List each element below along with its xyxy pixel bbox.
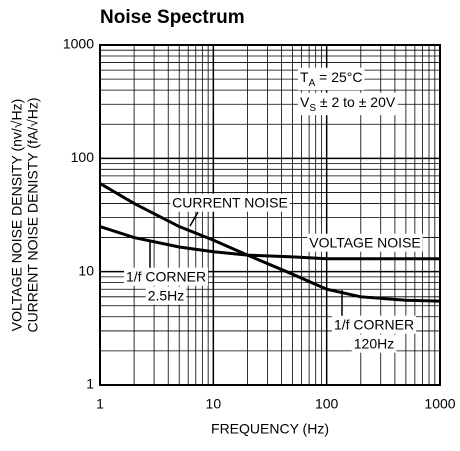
series-label: CURRENT NOISE — [172, 195, 288, 211]
annotation-part: S — [309, 103, 316, 114]
y-tick-label: 100 — [71, 149, 95, 165]
x-axis-title: FREQUENCY (Hz) — [211, 421, 329, 437]
annotation: TA = 25°C — [300, 69, 362, 89]
annotation-part: A — [309, 78, 316, 89]
label-background — [298, 67, 365, 91]
annotation-part: ± 2 to ± 20V — [316, 94, 396, 110]
y-axis-title: CURRENT NOISE DENISTY (fA/√Hz) — [25, 97, 41, 332]
annotation: VS ± 2 to ± 20V — [300, 94, 396, 114]
x-tick-label: 1 — [96, 396, 104, 412]
label-background — [298, 92, 398, 116]
label-background — [145, 286, 187, 305]
corner-label: 1/f CORNER — [126, 269, 206, 285]
label-background — [331, 315, 417, 334]
label-background — [170, 193, 290, 212]
annotation-part: = 25°C — [315, 69, 362, 85]
annotation-part: T — [300, 69, 309, 85]
x-tick-label: 10 — [206, 396, 222, 412]
corner-label: 1/f CORNER — [334, 317, 414, 333]
line — [99, 225, 440, 261]
line — [99, 182, 441, 303]
x-tick-label: 100 — [315, 396, 339, 412]
corner-label: 2.5Hz — [148, 288, 185, 304]
y-tick-label: 10 — [78, 262, 94, 278]
annotation-part: V — [300, 94, 310, 110]
series-label: VOLTAGE NOISE — [309, 235, 421, 251]
label-background — [307, 233, 423, 252]
corner-label: 120Hz — [354, 336, 394, 352]
x-tick-label: 1000 — [424, 396, 455, 412]
y-tick-label: 1000 — [63, 36, 94, 52]
plot-frame — [99, 44, 441, 386]
y-axis-title: VOLTAGE NOISE DENSITY (nv/√Hz) — [9, 99, 25, 332]
arrows — [149, 211, 343, 318]
y-tick-label: 1 — [86, 376, 94, 392]
chart-title: Noise Spectrum — [100, 7, 245, 28]
label-background — [351, 334, 397, 353]
label-background — [123, 267, 209, 286]
